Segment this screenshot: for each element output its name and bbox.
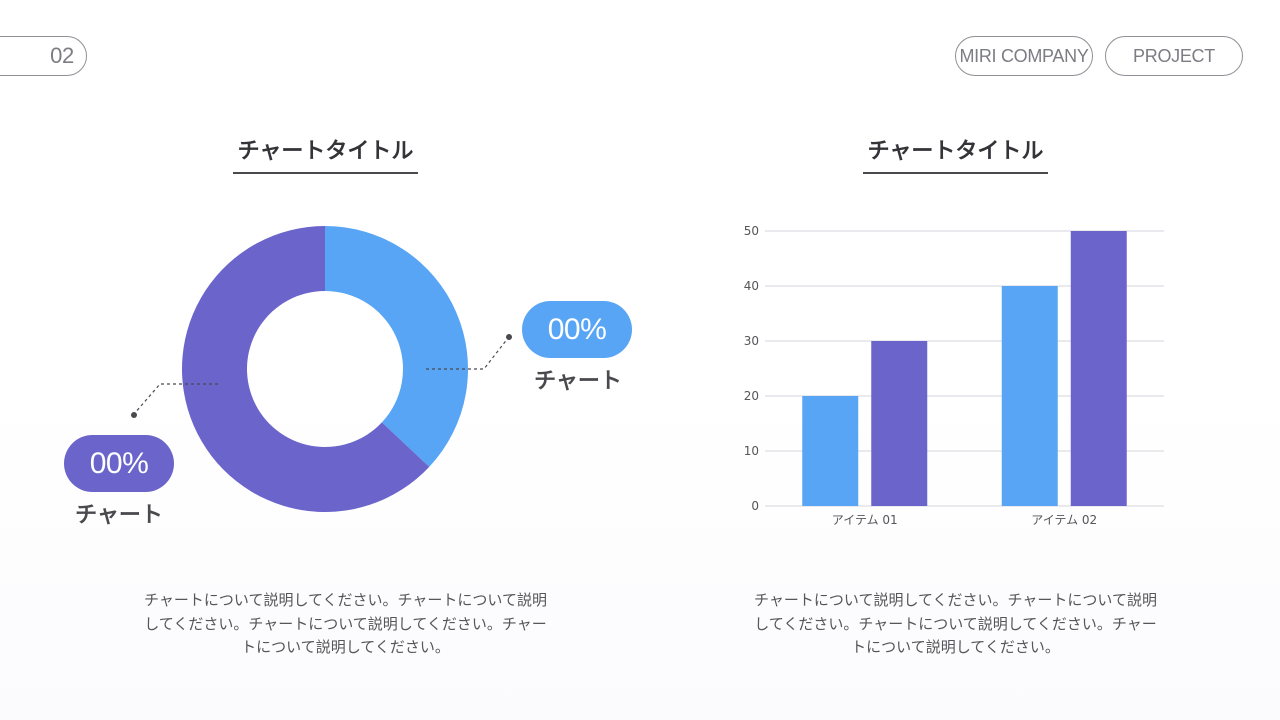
bar-2-1 [1001,286,1058,506]
bar-description: チャートについて説明してください。チャートについて説明してください。チャートにつ… [754,591,1157,656]
bar-1-2 [871,341,928,506]
y-tick-label: 30 [744,334,759,348]
x-tick-label: アイテム 01 [832,513,898,527]
leader-dot-left [131,412,137,418]
y-tick-label: 20 [744,389,759,403]
donut-chart-title: チャートタイトル [233,136,418,174]
bar-2-2 [1070,231,1127,506]
y-tick-label: 40 [744,279,759,293]
donut-caption-blue: チャート [534,369,622,394]
donut-value-badge-blue: 00% [522,301,632,358]
donut-caption-purple: チャート [75,503,163,528]
leader-dot-right [506,334,512,340]
bar-labels: アイテム 01 アイテム 02 [832,513,1097,527]
donut-value-badge-purple: 00% [64,435,174,492]
bar-chart-title: チャートタイトル [863,136,1048,174]
y-tick-label: 0 [751,499,759,513]
leader-lines [133,337,509,415]
donut-slice-2 [181,226,430,512]
bar-1-1 [802,396,859,506]
project-name: PROJECT [1133,45,1215,66]
y-tick-label: 50 [744,224,759,238]
donut-slices [181,226,468,512]
donut-value-blue: 00% [547,312,607,346]
donut-description: チャートについて説明してください。チャートについて説明してください。チャートにつ… [144,591,547,656]
x-tick-label: アイテム 02 [1031,513,1097,527]
leader-line-right [426,337,509,370]
donut-value-purple: 00% [89,446,149,480]
donut-slice-1 [325,226,468,467]
bar-bars [802,231,1127,506]
company-name: MIRI COMPANY [959,45,1089,66]
bar-chart: 0 10 20 30 40 50 アイテム 01 アイテム 02 [744,224,1164,527]
leader-line-left [133,383,218,415]
company-tag: MIRI COMPANY [955,36,1093,76]
project-tag: PROJECT [1105,36,1243,76]
page-number-badge: 02 [0,36,87,76]
page-number: 02 [50,43,74,68]
y-tick-label: 10 [744,444,759,458]
